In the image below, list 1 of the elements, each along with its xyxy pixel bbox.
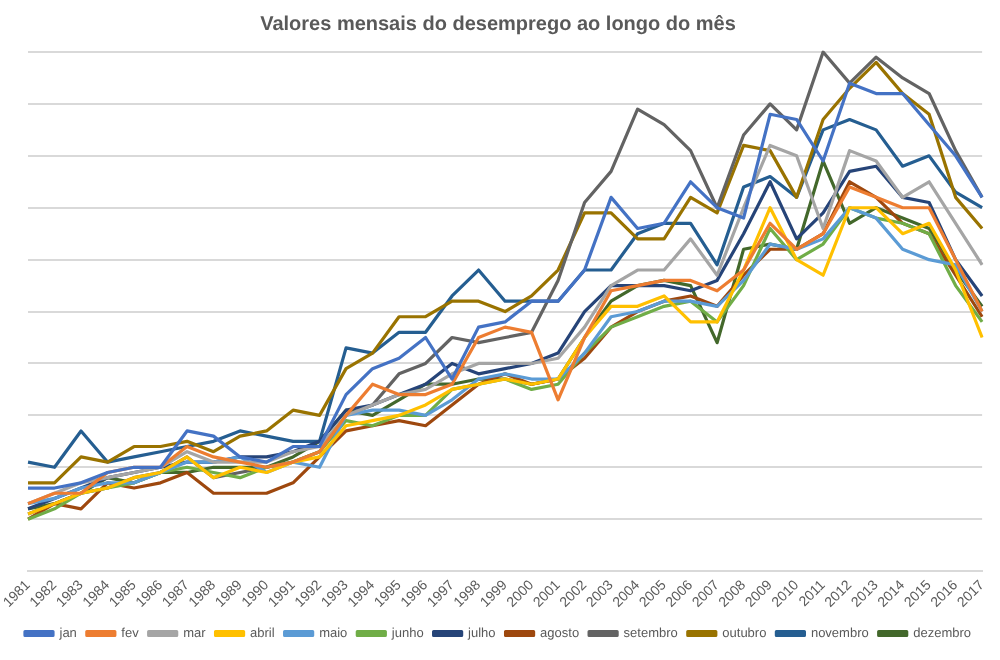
chart-title: Valores mensais do desemprego ao longo do mês: [260, 13, 737, 36]
